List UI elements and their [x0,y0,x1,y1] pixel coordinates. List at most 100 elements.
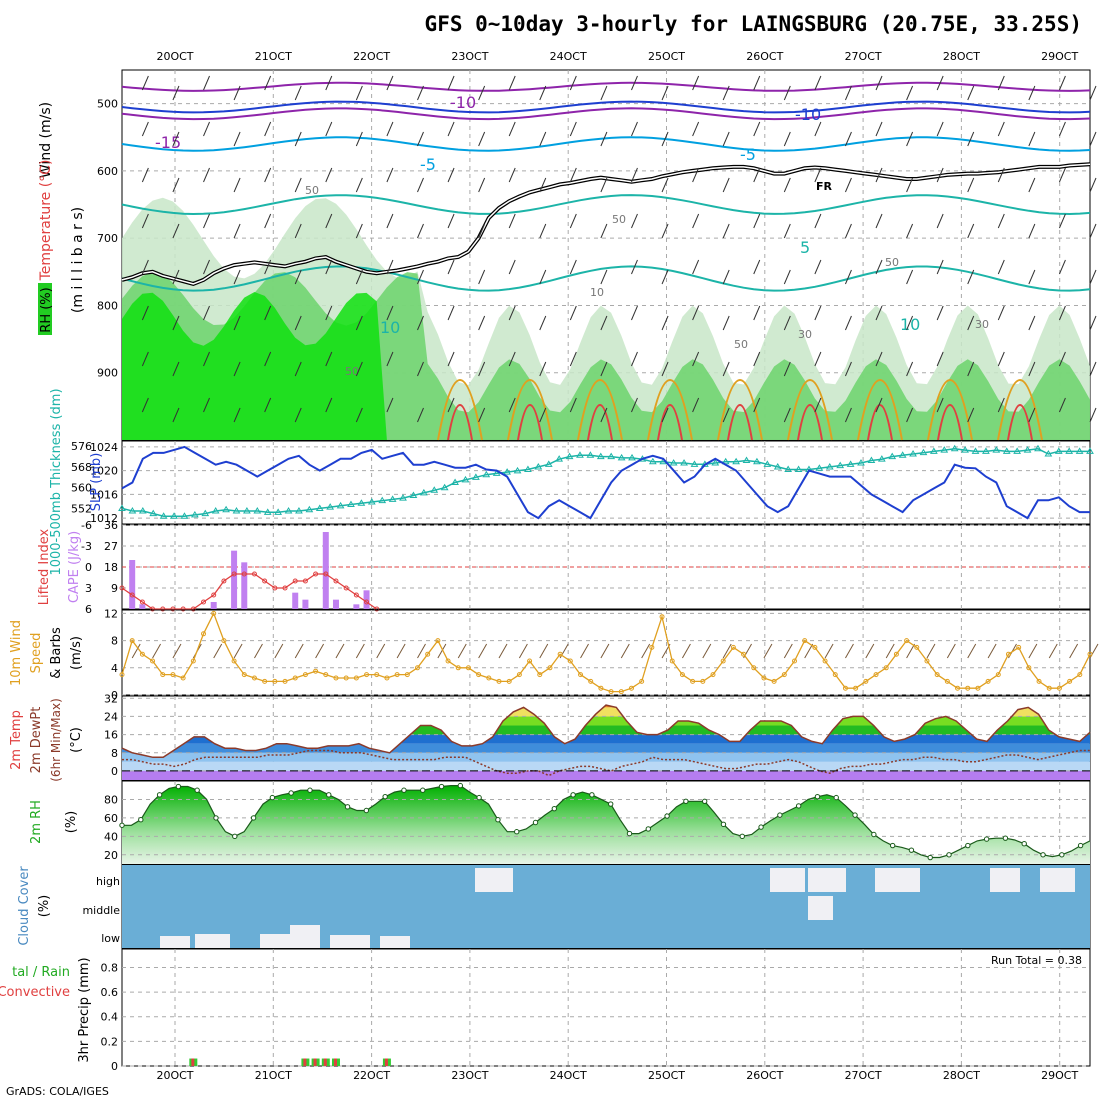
thickness-point [232,507,241,514]
freezing-level-inner [121,163,1091,285]
wind-barb [539,223,547,239]
temp-ytick: 16 [104,729,118,742]
thickness-point [336,501,345,509]
thickness-point [430,486,439,493]
wind-barb [508,259,516,275]
wind-barb [569,121,577,137]
li-point [221,578,227,584]
wind-barb [997,351,1005,367]
temp-contour-label: -15 [155,133,181,152]
wind-speed-point [639,678,645,684]
temp-line [121,704,1091,759]
rh-point [119,822,125,828]
wind-speed-point [934,672,940,678]
rh-point [420,787,426,793]
slp-axis-label: SLP (mb) [89,453,104,512]
wind-barb [844,223,852,239]
wind-barb [233,407,241,423]
thickness-point [857,459,865,466]
rh-point [495,817,501,823]
cape-bar [210,602,217,609]
wind-speed-point [628,685,634,691]
precip-conv-bar [384,1058,388,1066]
upper-ytick: 500 [97,98,118,111]
thickness-point [243,507,251,514]
wind-barb [997,397,1005,413]
temp-label-3: (6hr Min/Max) [49,698,63,782]
wind-barb [447,351,455,367]
thickness-point [378,496,387,504]
wind-barb [1089,131,1097,147]
bottom-date-tick: 28OCT [943,1069,980,1082]
thickness-point [929,447,938,454]
thickness-point [732,457,740,465]
wind-speed-point [679,672,685,678]
thickness-point [347,500,355,508]
rh-point [514,829,520,835]
temp-contour-label: -10 [795,105,821,124]
wind-barb [600,315,608,331]
wind-barb [967,85,975,101]
wind-barb [478,407,486,423]
li-point [353,592,359,598]
thickness-point [763,460,772,467]
panels: 500600700800900FR-15-10-10-5-55101050501… [0,69,1099,1073]
bottom-date-tick: 27OCT [845,1069,882,1082]
wind-barb [478,361,486,377]
wind-barb [753,121,761,137]
thickness-point [524,465,532,473]
wind-speed-point [955,685,961,691]
thickness-point [440,483,449,491]
precip-panel: 0.8 0.6 0.4 0.2 0 tal / Rain Convective 3hr Pre… [0,948,1091,1073]
wind-speed-point [893,651,899,657]
wind-speed-point [649,644,655,650]
run-total-label: Run Total = 0.38 [991,954,1082,967]
temp-label-2: 2m DewPt [29,707,44,774]
rh-point [814,793,821,800]
precip-ytick: 0.4 [101,1011,119,1024]
wind-barb [264,351,272,367]
rh-contour-label: 50 [612,213,626,226]
wind-barb [906,643,916,659]
wind-barb [417,315,424,331]
cape-bar [322,532,329,609]
isotherm-20 [447,404,473,441]
wind-barb [722,177,730,193]
wind-barb [1089,269,1097,285]
thickness-point [326,503,335,510]
rh-contour-label: 10 [590,286,604,299]
cape-ytick: 36 [104,519,118,532]
thickness-point [534,462,543,470]
wind-barb [997,305,1005,321]
wind-speed-point [904,638,910,644]
thick-ytick: 560 [71,482,92,495]
top-date-tick: 27OCT [845,50,882,63]
rh-point [232,833,238,840]
chart-title: GFS 0~10day 3-hourly for LAINGSBURG (20.… [425,12,1082,36]
wind-barb [753,397,761,413]
rh-label-2: (%) [64,811,79,834]
wind-barb [753,351,761,367]
cloud-block [990,868,1020,892]
bottom-date-tick: 21OCT [255,1069,292,1082]
top-date-tick: 21OCT [255,50,292,63]
wind-barb [1089,361,1097,377]
rh-point [438,783,445,790]
slp-ytick: 1016 [90,488,118,501]
isotherm-5 [121,194,1091,216]
wind-barb [457,643,467,659]
temp-contour-label: -5 [740,145,756,164]
precip-total-label: tal / Rain [12,965,70,980]
wind-speed-point [802,638,808,644]
wind-speed-point [608,689,614,695]
rh-point [344,804,351,810]
wind-barb [661,407,669,423]
wind-barb [906,85,914,101]
cape-bar [332,599,339,609]
temp-band [122,716,1090,726]
rh-contour-label: 30 [975,318,989,331]
wind-barb [294,177,302,193]
wind-speed-point [476,672,482,678]
wind-speed-point [690,678,696,684]
wind-barb [447,213,455,229]
